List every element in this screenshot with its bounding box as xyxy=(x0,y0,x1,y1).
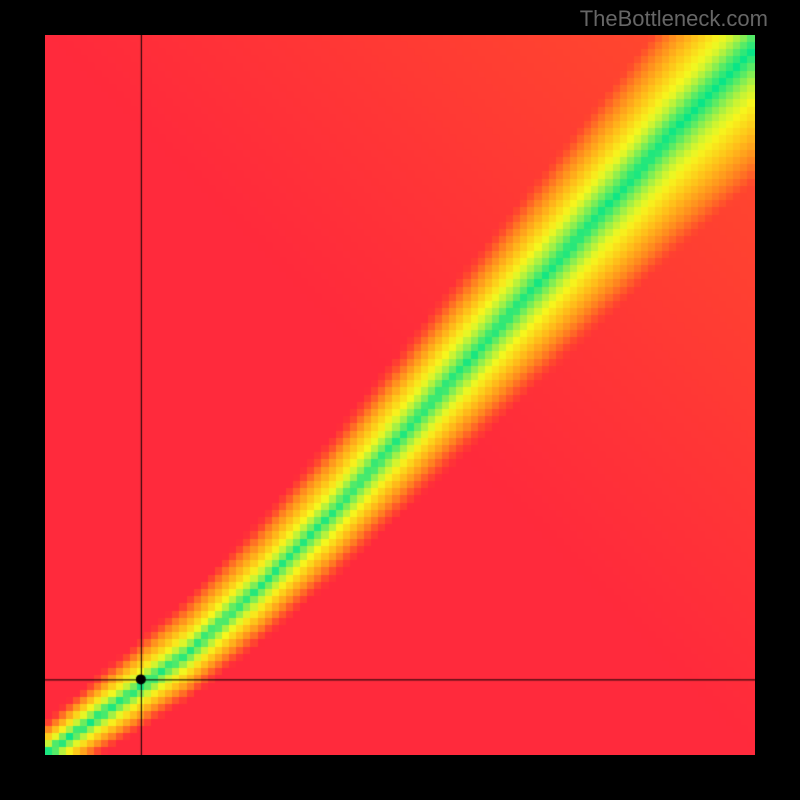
chart-container: TheBottleneck.com xyxy=(0,0,800,800)
bottleneck-heatmap xyxy=(45,35,755,755)
watermark-text: TheBottleneck.com xyxy=(580,6,768,32)
